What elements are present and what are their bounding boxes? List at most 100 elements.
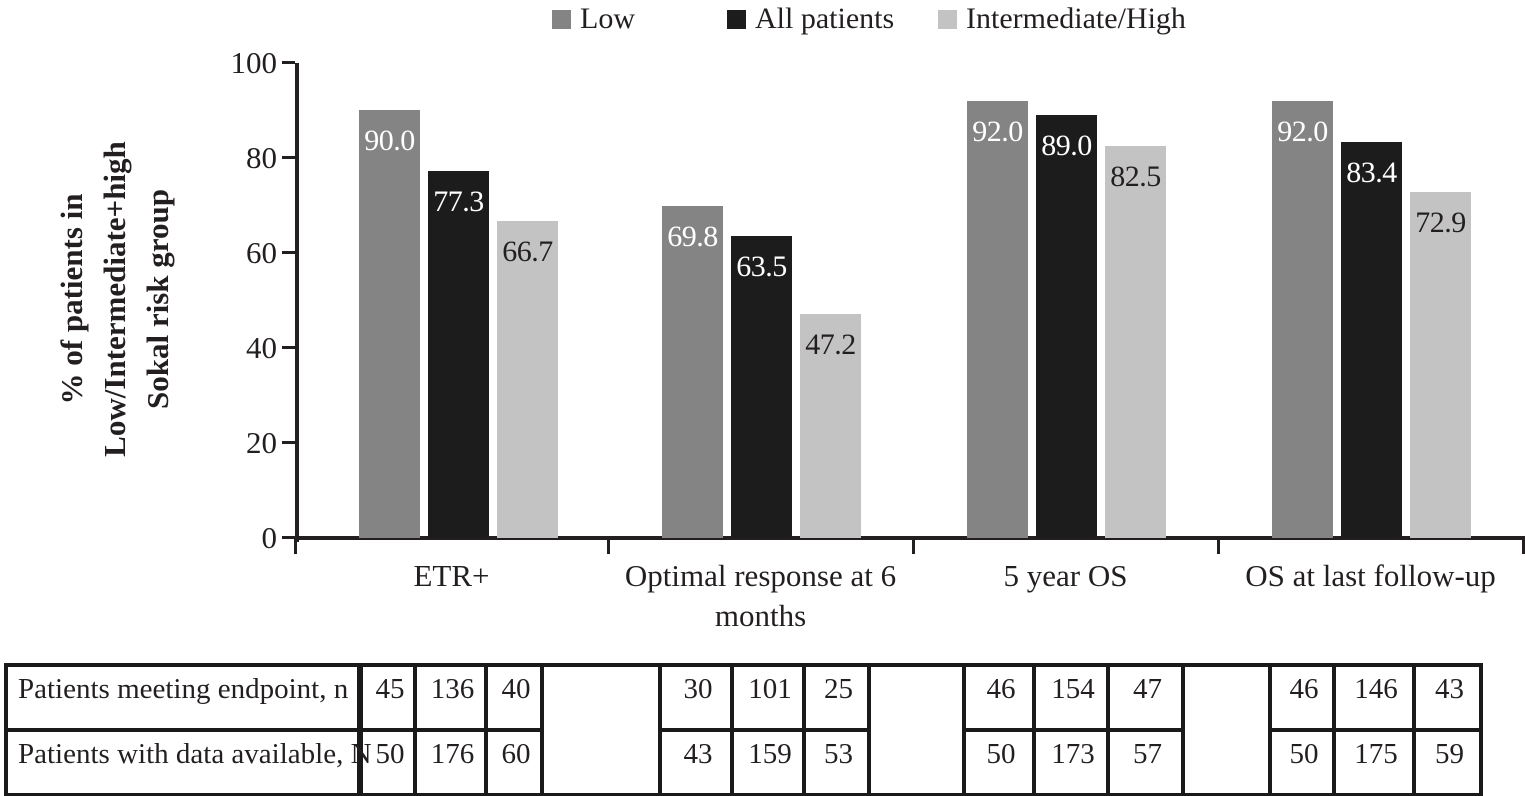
bar-value-label: 47.2 (805, 328, 856, 361)
table-cell-value: 46 (986, 673, 1016, 705)
table-cell-value: 40 (501, 673, 531, 705)
table-cell-value: 60 (501, 738, 531, 770)
legend-swatch-icon (552, 9, 571, 29)
table-cell-value: 173 (1051, 738, 1095, 770)
table-border-line (658, 663, 662, 796)
table-cell-value: 154 (1051, 673, 1095, 705)
bar-value-label: 66.7 (502, 235, 553, 268)
table-cell-value: 43 (683, 738, 713, 770)
legend-item: All patients (727, 2, 895, 35)
table-border-line (4, 663, 8, 796)
table-cell-value: 25 (824, 673, 853, 705)
table-cell-value: 45 (375, 673, 405, 705)
bar-all-patients: 83.4 (1341, 142, 1402, 538)
bar-low: 69.8 (662, 206, 723, 538)
y-tick-label: 0 (261, 520, 278, 555)
y-axis-tick (282, 156, 295, 159)
category-label: 5 year OS (1003, 558, 1128, 593)
y-axis-tick (282, 441, 295, 444)
y-axis-tick (282, 251, 295, 254)
table-cell-value: 46 (1289, 673, 1319, 705)
bar-all-patients: 77.3 (428, 171, 489, 538)
table-cell-value: 50 (1289, 738, 1319, 770)
category-label: Optimal response at 6 months (624, 558, 897, 633)
table-border-line (867, 663, 871, 796)
bar-value-label: 72.9 (1415, 206, 1466, 239)
table-border-line (4, 663, 1483, 667)
legend-item: Intermediate/High (938, 2, 1186, 35)
table-cell-value: 47 (1133, 673, 1162, 705)
bar-low: 92.0 (1272, 101, 1333, 538)
table-border-line (1268, 663, 1272, 796)
x-axis-line (295, 536, 1525, 540)
y-tick-label: 20 (246, 425, 277, 460)
table-border-line (359, 728, 540, 732)
table-border-line (413, 663, 417, 796)
table-border-line (540, 663, 544, 796)
bar-value-label: 92.0 (972, 115, 1023, 148)
table-cell-value: 175 (1354, 738, 1398, 770)
table-cell-value: 101 (748, 673, 792, 705)
bar-value-label: 69.8 (667, 220, 718, 253)
table-cell-value: 50 (986, 738, 1016, 770)
table-border-line (730, 663, 734, 796)
y-axis-title-line-2: Low/Intermediate+high (97, 141, 132, 457)
bar-value-label: 92.0 (1277, 115, 1328, 148)
legend-item-label: All patients (755, 2, 895, 35)
x-axis-tick (607, 538, 610, 554)
table-border-line (962, 728, 1181, 732)
table-border-line (1181, 663, 1185, 796)
table-border-line (962, 663, 966, 796)
table-row-label: Patients with data available, N (18, 738, 372, 770)
bar-intermediate-high: 66.7 (497, 221, 558, 538)
category-label: OS at last follow-up (1245, 558, 1496, 593)
legend-item-label: Low (580, 2, 635, 35)
table-border-line (4, 728, 357, 732)
table-cell-value: 57 (1133, 738, 1162, 770)
x-axis-tick (912, 538, 915, 554)
table-border-line (1412, 663, 1416, 796)
table-border-line (1479, 663, 1483, 796)
bar-value-label: 89.0 (1041, 129, 1092, 162)
y-axis-title-line-1: % of patients in (54, 193, 89, 405)
bar-intermediate-high: 47.2 (800, 314, 861, 538)
legend-swatch-icon (938, 9, 957, 29)
table-cell-value: 30 (683, 673, 713, 705)
x-axis-tick (1522, 538, 1525, 554)
y-tick-label: 80 (246, 140, 277, 175)
y-tick-label: 40 (246, 330, 277, 365)
table-cell-value: 53 (824, 738, 853, 770)
table-border-line (802, 663, 806, 796)
table-cell-value: 136 (430, 673, 475, 705)
table-border-line (359, 663, 363, 796)
table-cell-value: 50 (375, 738, 405, 770)
table-border-line (484, 663, 488, 796)
bar-intermediate-high: 82.5 (1105, 146, 1166, 538)
x-axis-tick (294, 538, 297, 554)
table-border-line (1106, 663, 1110, 796)
bar-value-label: 83.4 (1346, 156, 1397, 189)
table-cell-value: 146 (1354, 673, 1398, 705)
table-border-line (4, 793, 1483, 796)
bar-value-label: 63.5 (736, 250, 787, 283)
y-tick-label: 100 (230, 45, 278, 80)
y-axis-title: % of patients in Low/Intermediate+high S… (50, 93, 182, 505)
table-border-line (658, 728, 867, 732)
bar-all-patients: 63.5 (731, 236, 792, 538)
bar-value-label: 90.0 (364, 124, 415, 157)
bar-value-label: 82.5 (1110, 160, 1161, 193)
y-axis-title-line-3: Sokal risk group (140, 189, 175, 409)
x-axis-tick (1217, 538, 1220, 554)
y-axis-tick (282, 536, 295, 539)
table-border-line (1332, 663, 1336, 796)
y-axis-tick (282, 346, 295, 349)
bar-low: 92.0 (967, 101, 1028, 538)
legend-item-label: Intermediate/High (966, 2, 1186, 35)
y-axis-tick (282, 61, 295, 64)
bar-all-patients: 89.0 (1036, 115, 1097, 538)
table-cell-value: 43 (1435, 673, 1464, 705)
category-label: ETR+ (413, 558, 490, 593)
table-cell-value: 176 (430, 738, 475, 770)
legend-item: Low (552, 2, 635, 35)
